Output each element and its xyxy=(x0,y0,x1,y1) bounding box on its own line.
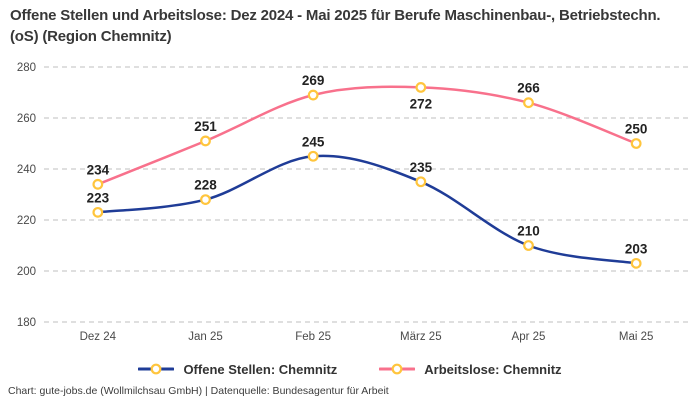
data-point-label: 272 xyxy=(410,96,433,111)
x-tick-label: Apr 25 xyxy=(512,331,546,343)
data-point-marker xyxy=(630,138,642,149)
data-point-marker xyxy=(307,89,319,101)
x-tick-label: Dez 24 xyxy=(80,331,117,343)
data-point-marker xyxy=(307,150,319,162)
line-chart: 180 200 220 240 260 280 Dez 24 Jan 25 Feb 25 März… xyxy=(17,62,690,343)
data-point-marker xyxy=(200,135,211,147)
legend-marker-icon xyxy=(379,363,416,375)
data-point-label: 269 xyxy=(302,73,325,88)
data-point-label: 228 xyxy=(194,178,217,193)
data-point-label: 234 xyxy=(87,162,110,177)
series-line xyxy=(96,85,638,186)
data-point-label: 210 xyxy=(517,224,540,239)
y-tick-label: 280 xyxy=(17,62,36,74)
x-tick-label: Mai 25 xyxy=(619,331,654,343)
data-point-marker xyxy=(630,257,642,269)
y-tick-label: 260 xyxy=(17,113,36,125)
data-point-marker xyxy=(200,194,211,206)
legend-item: Offene Stellen: Chemnitz xyxy=(138,362,337,377)
y-tick-label: 220 xyxy=(17,215,36,227)
x-tick-label: Jan 25 xyxy=(188,331,223,343)
x-tick-label: März 25 xyxy=(400,331,442,343)
legend-label: Arbeitslose: Chemnitz xyxy=(424,361,562,377)
data-point-label: 245 xyxy=(302,134,325,149)
data-point-marker xyxy=(415,176,427,188)
data-point-label: 251 xyxy=(194,119,217,134)
legend: Offene Stellen: Chemnitz Arbeitslose: Che… xyxy=(0,357,700,381)
data-point-marker xyxy=(523,97,534,109)
legend-marker-icon xyxy=(138,363,175,375)
legend-item: Arbeitslose: Chemnitz xyxy=(379,361,562,377)
chart-source-footer: Chart: gute-jobs.de (Wollmilchsau GmbH) … xyxy=(8,385,389,397)
data-point-marker xyxy=(92,178,104,190)
data-point-marker xyxy=(523,240,534,251)
x-tick-label: Feb 25 xyxy=(295,331,331,343)
data-point-label: 266 xyxy=(517,81,540,96)
data-point-label: 223 xyxy=(87,190,110,205)
data-point-label: 203 xyxy=(625,241,648,256)
chart-title: Offene Stellen und Arbeitslose: Dez 2024… xyxy=(10,7,661,45)
y-tick-label: 200 xyxy=(17,266,36,278)
data-point-label: 250 xyxy=(625,122,648,137)
data-point-label: 235 xyxy=(410,160,433,175)
data-point-marker xyxy=(415,82,427,93)
y-tick-label: 180 xyxy=(17,317,36,329)
legend-label: Offene Stellen: Chemnitz xyxy=(183,361,338,377)
data-point-marker xyxy=(92,206,104,218)
series-line xyxy=(96,154,638,265)
y-tick-label: 240 xyxy=(17,164,36,176)
